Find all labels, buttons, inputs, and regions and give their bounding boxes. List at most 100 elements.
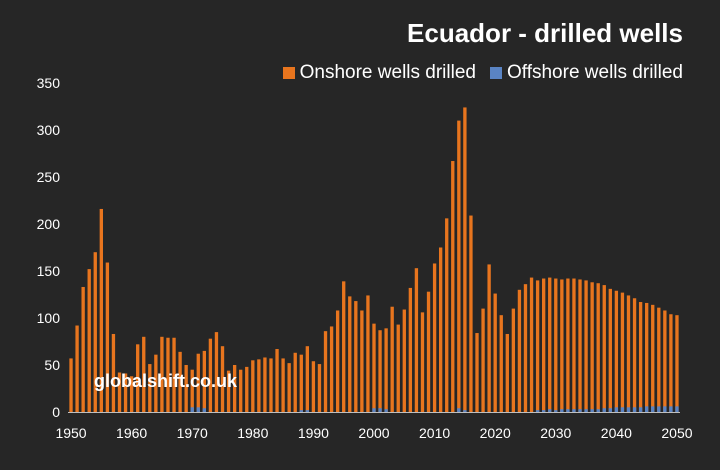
bar-offshore-2033 xyxy=(572,409,576,412)
bar-offshore-2035 xyxy=(584,409,588,412)
bar-onshore-1966 xyxy=(166,337,170,412)
y-tick-label: 200 xyxy=(37,216,61,232)
bar-onshore-1952 xyxy=(81,286,85,412)
bar-onshore-2008 xyxy=(420,312,425,412)
bar-onshore-2024 xyxy=(517,289,522,412)
bar-onshore-1988 xyxy=(299,354,303,412)
bar-onshore-2027 xyxy=(535,280,540,412)
bar-onshore-2002 xyxy=(384,328,388,412)
bar-onshore-1961 xyxy=(136,344,140,412)
bar-offshore-1970 xyxy=(190,407,194,412)
y-tick-label: 100 xyxy=(37,310,61,326)
bar-offshore-1972 xyxy=(202,408,206,412)
bar-onshore-1987 xyxy=(293,352,297,412)
bar-onshore-2031 xyxy=(560,279,564,412)
bar-offshore-2001 xyxy=(378,408,382,412)
bar-onshore-2005 xyxy=(402,309,406,412)
x-tick-label: 2000 xyxy=(358,425,389,441)
bar-onshore-2015 xyxy=(463,107,467,412)
bar-onshore-2030 xyxy=(554,278,558,412)
bar-onshore-1971 xyxy=(196,353,200,412)
bar-onshore-2012 xyxy=(445,218,449,412)
x-tick-label: 2030 xyxy=(540,425,571,441)
legend-label-onshore: Onshore wells drilled xyxy=(299,62,476,83)
bar-onshore-1989 xyxy=(305,346,310,412)
bar-onshore-1990 xyxy=(311,361,316,412)
legend-item-offshore: Offshore wells drilled xyxy=(489,62,683,84)
bar-onshore-2039 xyxy=(608,288,612,412)
bar-onshore-1968 xyxy=(178,351,182,412)
chart-title: Ecuador - drilled wells xyxy=(407,18,683,48)
bar-onshore-2011 xyxy=(438,247,443,412)
x-tick-label: 2020 xyxy=(480,425,511,441)
bar-offshore-2027 xyxy=(535,410,540,412)
bar-onshore-1963 xyxy=(148,364,152,412)
bar-offshore-2043 xyxy=(632,407,637,412)
bar-onshore-2018 xyxy=(481,308,485,412)
y-tick-label: 300 xyxy=(37,122,61,138)
bar-onshore-1970 xyxy=(190,369,194,412)
bar-offshore-2015 xyxy=(463,410,467,412)
bar-onshore-2047 xyxy=(657,307,661,412)
bar-onshore-1997 xyxy=(354,301,358,412)
bar-onshore-2000 xyxy=(372,323,376,412)
bar-offshore-2032 xyxy=(566,409,570,412)
y-tick-label: 50 xyxy=(44,357,60,373)
y-tick-label: 350 xyxy=(37,75,61,91)
bar-onshore-2036 xyxy=(590,282,594,412)
bar-onshore-1951 xyxy=(75,325,79,412)
bar-onshore-2010 xyxy=(432,263,437,412)
bar-onshore-1958 xyxy=(117,372,122,412)
bar-onshore-2016 xyxy=(469,215,473,412)
bar-onshore-1993 xyxy=(329,326,334,412)
bar-onshore-1965 xyxy=(160,336,164,412)
bar-onshore-2009 xyxy=(426,291,431,412)
bar-onshore-2037 xyxy=(596,283,600,412)
bar-onshore-2022 xyxy=(505,333,509,412)
bar-offshore-2045 xyxy=(645,406,649,412)
bar-onshore-1959 xyxy=(123,373,128,412)
bar-offshore-2002 xyxy=(384,409,388,412)
bar-offshore-2036 xyxy=(590,409,594,412)
bar-offshore-2048 xyxy=(663,406,667,412)
y-tick-label: 0 xyxy=(52,404,60,420)
bar-onshore-2023 xyxy=(511,308,516,412)
bar-onshore-1996 xyxy=(348,296,352,412)
bar-offshore-2034 xyxy=(578,409,582,412)
y-tick-label: 150 xyxy=(37,263,61,279)
legend-item-onshore: Onshore wells drilled xyxy=(282,62,476,84)
bar-onshore-1976 xyxy=(226,370,231,412)
bar-offshore-1989 xyxy=(305,410,310,412)
bar-offshore-2050 xyxy=(675,406,679,412)
legend-swatch-offshore xyxy=(489,67,502,79)
bar-onshore-1957 xyxy=(111,333,116,412)
bar-onshore-1985 xyxy=(281,358,285,412)
bar-onshore-1973 xyxy=(208,338,213,412)
bar-onshore-1975 xyxy=(220,346,225,412)
bar-onshore-1953 xyxy=(87,269,91,412)
bar-onshore-1964 xyxy=(154,354,158,412)
bar-onshore-1984 xyxy=(275,349,279,412)
bar-onshore-2049 xyxy=(669,314,673,412)
x-tick-label: 2050 xyxy=(661,425,692,441)
bar-offshore-2039 xyxy=(608,408,612,412)
bar-onshore-1980 xyxy=(251,360,255,412)
bar-onshore-2019 xyxy=(487,264,491,412)
bar-onshore-2041 xyxy=(620,292,625,412)
bar-onshore-2021 xyxy=(499,315,503,412)
bar-onshore-2035 xyxy=(584,280,588,412)
bar-offshore-2028 xyxy=(542,410,546,412)
bar-onshore-2043 xyxy=(632,298,637,412)
bar-onshore-2020 xyxy=(493,293,497,412)
bar-onshore-2048 xyxy=(663,310,667,412)
bar-onshore-2025 xyxy=(523,284,528,412)
bar-onshore-1982 xyxy=(263,357,267,412)
bar-onshore-1974 xyxy=(214,332,219,412)
legend: Onshore wells drilled Offshore wells dri… xyxy=(282,62,683,84)
bar-onshore-2046 xyxy=(651,304,655,412)
watermark-text: globalshift.co.uk xyxy=(94,371,238,391)
bar-onshore-1954 xyxy=(93,252,97,412)
bar-onshore-1991 xyxy=(317,364,322,412)
bar-onshore-1986 xyxy=(287,363,291,412)
